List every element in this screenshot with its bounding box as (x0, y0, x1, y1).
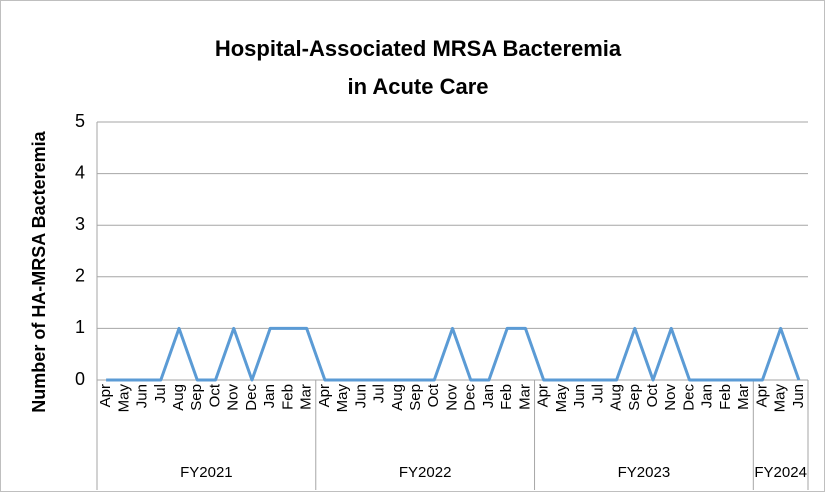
x-tick-label: Sep (626, 384, 643, 411)
x-tick-label: Mar (735, 384, 752, 410)
x-tick-label: Mar (298, 384, 315, 410)
x-tick-label: Apr (535, 384, 552, 407)
x-tick-label: Dec (680, 384, 697, 411)
x-tick-label: Aug (389, 384, 406, 411)
x-group-label: FY2023 (618, 464, 671, 481)
x-tick-label: Dec (462, 384, 479, 411)
x-tick-label: Sep (188, 384, 205, 411)
x-tick-label: Nov (662, 384, 679, 411)
x-tick-label: Sep (407, 384, 424, 411)
x-tick-label: Mar (516, 384, 533, 410)
chart-title: in Acute Care (347, 74, 488, 99)
x-tick-label: Jul (371, 384, 388, 403)
data-line (106, 326, 801, 382)
x-tick-label: Apr (316, 384, 333, 407)
x-tick-label: Dec (243, 384, 260, 411)
x-tick-label: Oct (206, 383, 223, 407)
x-tick-label: May (772, 384, 789, 413)
x-tick-label: Feb (717, 384, 734, 410)
x-tick-label: May (334, 384, 351, 413)
x-tick-label: Jan (261, 384, 278, 408)
x-tick-label: Jan (480, 384, 497, 408)
x-tick-label: Nov (225, 384, 242, 411)
x-tick-label: Feb (498, 384, 515, 410)
x-tick-label: Aug (608, 384, 625, 411)
y-tick-label: 1 (75, 317, 85, 337)
x-tick-label: Apr (753, 384, 770, 407)
x-tick-label: Jun (352, 384, 369, 408)
x-group-label: FY2022 (399, 464, 452, 481)
y-tick-label: 3 (75, 214, 85, 234)
x-tick-label: Apr (97, 384, 114, 407)
x-tick-label: Nov (443, 384, 460, 411)
x-tick-label: May (553, 384, 570, 413)
x-tick-label: Jan (699, 384, 716, 408)
x-tick-label: Oct (644, 383, 661, 407)
x-tick-label: Jun (571, 384, 588, 408)
y-tick-label: 5 (75, 111, 85, 131)
y-axis-label: Number of HA-MRSA Bacteremia (29, 130, 49, 412)
x-tick-label: May (115, 384, 132, 413)
x-tick-label: Jun (790, 384, 807, 408)
x-group-label: FY2024 (754, 464, 807, 481)
x-tick-label: Feb (279, 384, 296, 410)
x-group-label: FY2021 (180, 464, 233, 481)
chart-title: Hospital-Associated MRSA Bacteremia (215, 36, 622, 61)
y-tick-label: 0 (75, 369, 85, 389)
x-tick-label: Jul (589, 384, 606, 403)
y-tick-label: 2 (75, 266, 85, 286)
y-tick-label: 4 (75, 162, 85, 182)
x-tick-label: Jul (152, 384, 169, 403)
x-tick-label: Aug (170, 384, 187, 411)
x-tick-label: Jun (134, 384, 151, 408)
x-tick-label: Oct (425, 383, 442, 407)
